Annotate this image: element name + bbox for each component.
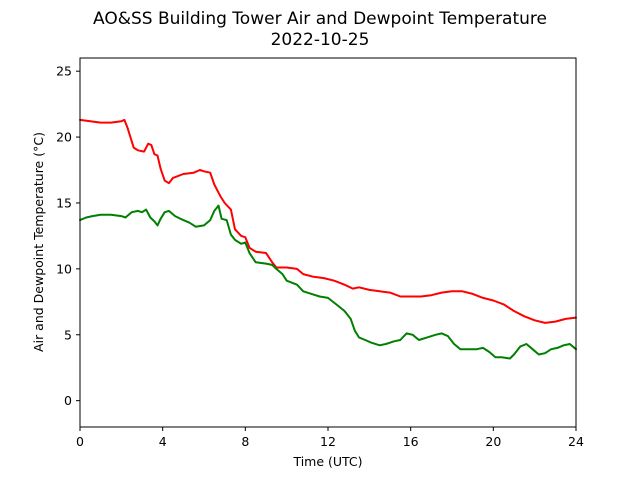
y-tick-label: 10	[56, 261, 72, 276]
x-tick-label: 12	[320, 434, 336, 449]
x-tick-label: 20	[485, 434, 501, 449]
x-tick-label: 4	[159, 434, 167, 449]
y-tick-label: 25	[56, 64, 72, 79]
axis-ticks: 0 4 8 12 16 20 24 0 5 10 15 20 25	[56, 64, 584, 449]
axes-frame	[79, 57, 577, 428]
x-axis-label: Time (UTC)	[292, 454, 362, 469]
x-tick-label: 24	[568, 434, 584, 449]
x-tick-label: 0	[76, 434, 84, 449]
y-tick-label: 20	[56, 130, 72, 145]
y-tick-label: 0	[64, 393, 72, 408]
series-line-1	[79, 118, 577, 324]
x-tick-label: 8	[241, 434, 249, 449]
chart-subtitle: 2022-10-25	[271, 30, 370, 50]
plot-area	[79, 57, 577, 428]
x-tick-label: 16	[403, 434, 419, 449]
y-tick-label: 15	[56, 195, 72, 210]
y-tick-label: 5	[64, 327, 72, 342]
y-axis-label: Air and Dewpoint Temperature (°C)	[31, 132, 46, 352]
series-line-2	[79, 204, 577, 360]
chart-title: AO&SS Building Tower Air and Dewpoint Te…	[93, 9, 547, 29]
